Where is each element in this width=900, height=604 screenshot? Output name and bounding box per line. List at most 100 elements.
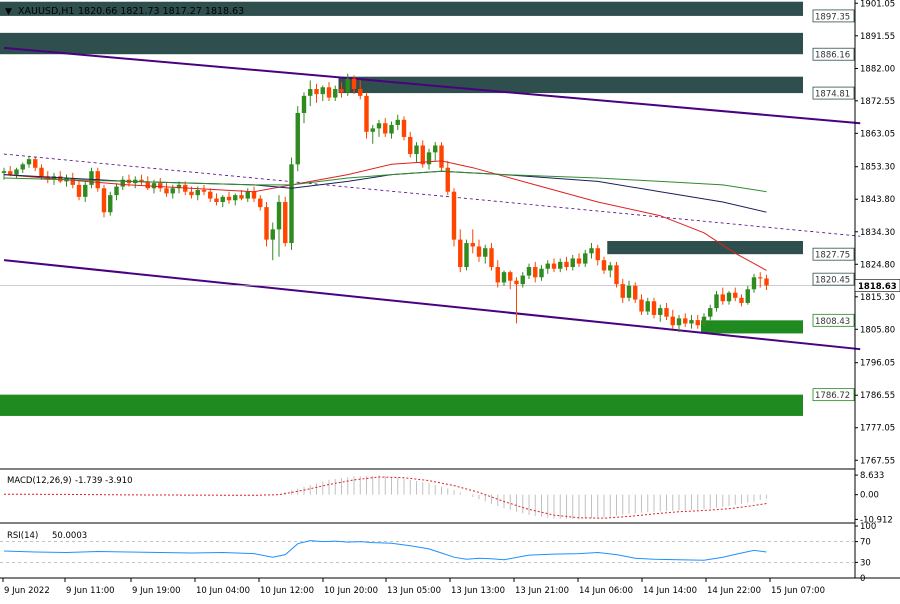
candle-body	[639, 299, 644, 312]
level-label-box	[812, 9, 855, 23]
candle-body	[208, 191, 213, 199]
candle-body	[70, 178, 75, 185]
candle-body	[608, 265, 613, 271]
header-arrow-icon[interactable]: ▼	[5, 7, 12, 17]
rsi-line	[3, 540, 767, 561]
candle-body	[758, 277, 763, 279]
time-tick-label: 14 Jun 22:00	[707, 586, 761, 596]
macd-signal-line	[3, 476, 767, 519]
time-tick-label: 13 Jun 05:00	[387, 586, 441, 596]
price-zone-resistance	[607, 241, 803, 255]
price-tick-label: 1777.05	[860, 424, 895, 434]
price-tick-label: 1834.30	[860, 228, 895, 238]
price-tick-label: 1901.05	[860, 0, 895, 9]
candle-body	[158, 183, 163, 189]
price-zone-support	[701, 320, 803, 334]
time-tick-label: 13 Jun 21:00	[515, 586, 569, 596]
rsi-values: 50.0003	[52, 531, 87, 541]
candle-body	[145, 181, 150, 189]
candle-body	[339, 89, 344, 93]
candle-body	[520, 275, 525, 285]
candle-body	[295, 112, 300, 165]
candle-body	[626, 285, 632, 298]
price-tick-label: 1843.80	[860, 195, 895, 205]
candle-body	[420, 145, 425, 165]
candle-body	[726, 292, 732, 302]
level-label-box	[812, 247, 855, 261]
candle-body	[26, 159, 32, 165]
candle-body	[433, 145, 438, 153]
rsi-label: RSI(14)	[7, 531, 38, 541]
candle-body	[176, 184, 182, 189]
candle-body	[645, 301, 650, 312]
price-tick-label: 1805.80	[860, 325, 895, 335]
candle-body	[714, 294, 719, 309]
candle-body	[583, 253, 588, 264]
price-tick-label: 1786.55	[860, 391, 895, 401]
candle-body	[314, 89, 319, 95]
candle-body	[558, 261, 563, 269]
candle-body	[733, 292, 738, 298]
time-tick-label: 10 Jun 12:00	[260, 586, 314, 596]
macd-tick-label: -10.912	[860, 515, 893, 525]
candle-body	[101, 188, 107, 213]
price-zone-resistance	[0, 1, 803, 16]
candle-body	[326, 87, 332, 98]
candle-body	[508, 272, 513, 281]
candle-body	[8, 171, 13, 175]
candle-body	[164, 188, 169, 194]
rsi-tick-label: 30	[860, 558, 871, 568]
time-tick-label: 9 Jun 19:00	[132, 586, 181, 596]
level-label-box	[812, 272, 855, 286]
candle-body	[245, 191, 250, 199]
candle-body	[120, 179, 125, 187]
candle-body	[395, 119, 400, 125]
level-label: 1897.35	[815, 12, 850, 22]
price-zone-support	[0, 394, 803, 416]
candle-body	[289, 164, 294, 244]
candle-body	[445, 167, 450, 192]
price-tick-label: 1853.30	[860, 163, 895, 173]
level-label: 1886.16	[815, 51, 850, 61]
candle-body	[414, 145, 419, 155]
level-label-box	[812, 86, 855, 100]
time-tick-label: 9 Jun 2022	[4, 586, 50, 596]
level-label: 1786.72	[815, 391, 850, 401]
candle-body	[320, 87, 325, 95]
candle-body	[470, 243, 475, 247]
candle-body	[51, 176, 57, 180]
candle-body	[20, 164, 25, 170]
moving-average-line	[3, 160, 767, 271]
channel-lower-line	[3, 259, 861, 351]
candle-body	[564, 261, 569, 268]
candle-body	[708, 308, 713, 317]
candle-body	[270, 229, 275, 240]
candle-body	[114, 186, 119, 196]
price-tick-label: 1872.55	[860, 97, 895, 107]
time-tick-label: 10 Jun 20:00	[324, 586, 378, 596]
candle-body	[401, 119, 407, 137]
candle-body	[658, 308, 663, 315]
price-tick-label: 1815.30	[860, 293, 895, 303]
chart-ohlc-readout: 1820.66 1821.73 1817.27 1818.63	[78, 6, 244, 17]
candle-body	[595, 248, 600, 261]
level-label: 1874.81	[815, 90, 850, 100]
candle-body	[108, 195, 113, 213]
current-price-label: 1818.63	[858, 282, 897, 292]
candle-body	[489, 248, 494, 268]
candle-body	[551, 263, 557, 269]
candle-body	[214, 198, 219, 202]
time-tick-label: 15 Jun 07:00	[771, 586, 825, 596]
candle-body	[545, 263, 550, 269]
level-label-box	[812, 47, 855, 61]
candle-body	[283, 201, 288, 244]
price-tick-label: 1891.55	[860, 32, 895, 42]
candle-body	[745, 289, 750, 303]
channel-middle-dashed-line	[3, 153, 861, 237]
candle-body	[83, 184, 88, 197]
candle-body	[333, 89, 338, 98]
candle-body	[720, 294, 725, 302]
rsi-tick-label: 70	[860, 538, 871, 548]
